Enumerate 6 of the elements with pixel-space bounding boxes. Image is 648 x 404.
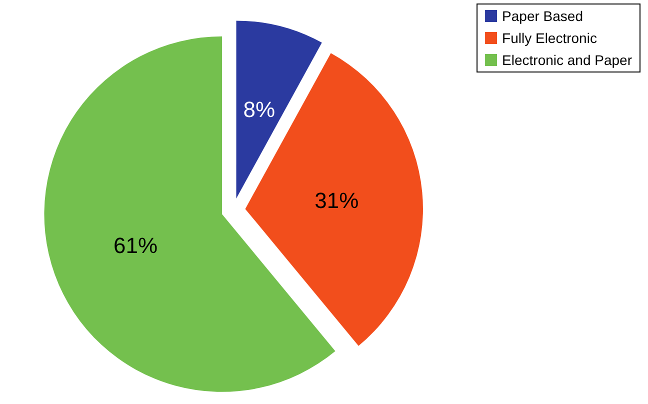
data-label: 61%	[114, 232, 158, 258]
data-label: 31%	[314, 188, 359, 213]
legend-label: Paper Based	[502, 8, 583, 24]
legend-label: Fully Electronic	[502, 30, 597, 46]
legend-label: Electronic and Paper	[502, 52, 632, 68]
data-label: 8%	[243, 96, 276, 122]
